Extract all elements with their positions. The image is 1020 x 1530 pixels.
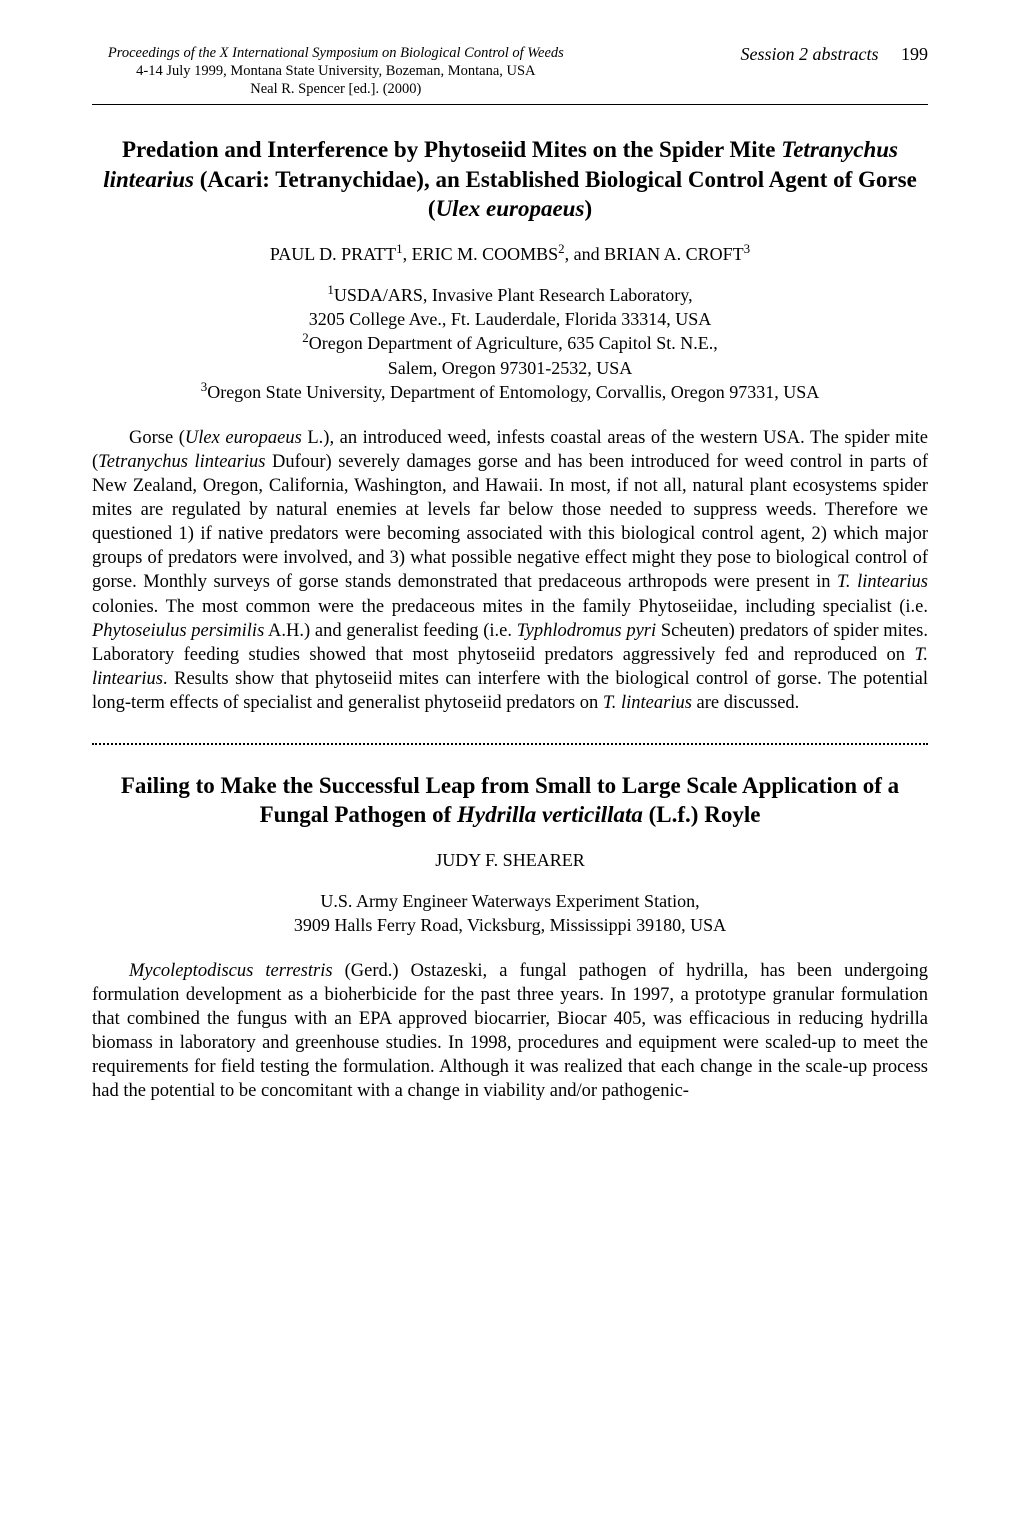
affil-text: Oregon State University, Department of E… [207, 382, 819, 402]
article-1-affiliations: 1USDA/ARS, Invasive Plant Research Labor… [92, 283, 928, 404]
affiliation-line-2: 3909 Halls Ferry Road, Vicksburg, Missis… [92, 913, 928, 937]
article-1: Predation and Interference by Phytoseiid… [92, 135, 928, 714]
page-number: 199 [901, 44, 928, 64]
article-2: Failing to Make the Successful Leap from… [92, 771, 928, 1104]
author-affil-sup: 1 [396, 241, 402, 256]
title-text: ) [584, 196, 592, 221]
abstract-text: A.H.) and generalist feeding (i.e. [264, 621, 516, 641]
species-name: Mycoleptodiscus terrestris [129, 961, 333, 981]
proceedings-block: Proceedings of the X International Sympo… [92, 44, 580, 98]
article-2-title: Failing to Make the Successful Leap from… [92, 771, 928, 830]
abstract-text: Gorse ( [129, 428, 185, 448]
title-text: Predation and Interference by Phytoseiid… [122, 137, 781, 162]
header-rule [92, 104, 928, 105]
page-header: Proceedings of the X International Sympo… [92, 44, 928, 98]
abstract-text: are discussed. [692, 693, 799, 713]
affiliation-1: 1USDA/ARS, Invasive Plant Research Labor… [92, 283, 928, 307]
article-2-affiliations: U.S. Army Engineer Waterways Experiment … [92, 889, 928, 938]
title-text: (L.f.) Royle [643, 802, 761, 827]
article-1-authors: PAUL D. PRATT1, ERIC M. COOMBS2, and BRI… [92, 244, 928, 265]
title-species-1: Hydrilla verticillata [457, 802, 643, 827]
abstract-text: colonies. The most common were the preda… [92, 597, 928, 617]
affiliation-line-1: U.S. Army Engineer Waterways Experiment … [92, 889, 928, 913]
abstract-paragraph: Gorse (Ulex europaeus L.), an introduced… [92, 426, 928, 715]
author-affil-sup: 2 [558, 241, 564, 256]
author-name: PAUL D. PRATT [270, 244, 396, 264]
affiliation-2: 2Oregon Department of Agriculture, 635 C… [92, 331, 928, 355]
affil-text: USDA/ARS, Invasive Plant Research Labora… [334, 285, 693, 305]
author-name: ERIC M. COOMBS [412, 244, 559, 264]
author-name: JUDY F. SHEARER [435, 850, 584, 870]
session-label: Session 2 abstracts [740, 44, 878, 64]
affiliation-3: 3Oregon State University, Department of … [92, 380, 928, 404]
proceedings-line-2: 4-14 July 1999, Montana State University… [92, 62, 580, 80]
abstract-text: (Gerd.) Ostazeski, a fungal pathogen of … [92, 961, 928, 1101]
article-1-title: Predation and Interference by Phytoseiid… [92, 135, 928, 223]
article-separator [92, 743, 928, 745]
species-name: Phytoseiulus persimilis [92, 621, 264, 641]
article-1-abstract: Gorse (Ulex europaeus L.), an introduced… [92, 426, 928, 715]
author-name: BRIAN A. CROFT [604, 244, 744, 264]
proceedings-line-3: Neal R. Spencer [ed.]. (2000) [92, 80, 580, 98]
species-name: Tetranychus lintearius [98, 452, 265, 472]
abstract-text: Dufour) severely damages gorse and has b… [92, 452, 928, 592]
species-name: Ulex europaeus [185, 428, 302, 448]
abstract-paragraph: Mycoleptodiscus terrestris (Gerd.) Ostaz… [92, 959, 928, 1103]
session-block: Session 2 abstracts 199 [580, 44, 928, 65]
species-name: Typhlodromus pyri [517, 621, 656, 641]
title-species-2: Ulex europaeus [436, 196, 585, 221]
author-affil-sup: 3 [744, 241, 750, 256]
affiliation-1-line-2: 3205 College Ave., Ft. Lauderdale, Flori… [92, 307, 928, 331]
affiliation-2-line-2: Salem, Oregon 97301-2532, USA [92, 356, 928, 380]
species-name: T. lintearius [837, 572, 928, 592]
proceedings-line-1: Proceedings of the X International Sympo… [92, 44, 580, 62]
species-name: T. lintearius [603, 693, 692, 713]
article-2-authors: JUDY F. SHEARER [92, 850, 928, 871]
article-2-abstract: Mycoleptodiscus terrestris (Gerd.) Ostaz… [92, 959, 928, 1103]
affil-text: Oregon Department of Agriculture, 635 Ca… [309, 333, 718, 353]
abstract-text: . Results show that phytoseiid mites can… [92, 669, 928, 713]
